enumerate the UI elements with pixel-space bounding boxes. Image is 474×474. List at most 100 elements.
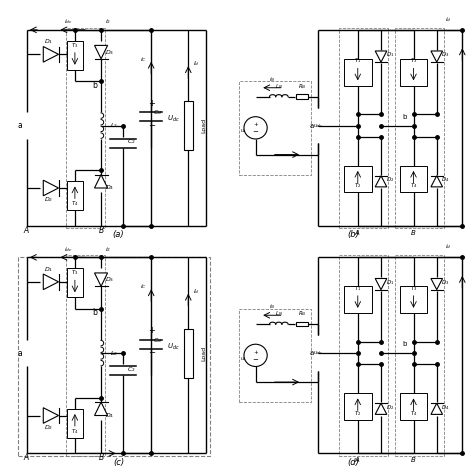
Bar	[67, 181, 82, 210]
Bar	[339, 255, 388, 456]
Bar	[344, 59, 372, 85]
Bar	[67, 409, 82, 438]
Text: $L_N$: $L_N$	[275, 82, 283, 91]
Text: $A$: $A$	[23, 224, 30, 235]
Bar	[66, 255, 105, 456]
Text: $i_2$: $i_2$	[105, 17, 110, 26]
Text: $D_3$: $D_3$	[441, 51, 450, 59]
Bar	[239, 81, 311, 174]
Polygon shape	[431, 176, 443, 187]
Text: $R_N$: $R_N$	[298, 309, 306, 318]
Bar	[395, 27, 444, 228]
Text: b: b	[402, 341, 407, 347]
Text: $U_{dc}$: $U_{dc}$	[166, 114, 180, 124]
Text: $D_3$: $D_3$	[105, 48, 115, 56]
Text: $T_3$: $T_3$	[410, 56, 417, 65]
Polygon shape	[375, 403, 387, 414]
Text: a: a	[310, 350, 314, 356]
Polygon shape	[43, 180, 59, 196]
Polygon shape	[375, 279, 387, 290]
Text: $T_2$: $T_2$	[354, 409, 362, 418]
Text: $T_3$: $T_3$	[71, 41, 78, 50]
Polygon shape	[431, 51, 443, 62]
Text: $T_3$: $T_3$	[71, 268, 78, 277]
Text: $U_{dc}$: $U_{dc}$	[166, 342, 180, 352]
Bar	[344, 393, 372, 420]
Text: $B$: $B$	[98, 451, 104, 462]
Text: $i_{dc}$: $i_{dc}$	[64, 245, 73, 254]
Bar	[400, 393, 428, 420]
Text: Load: Load	[201, 118, 206, 133]
Text: $C_d$: $C_d$	[154, 109, 163, 118]
Bar	[344, 166, 372, 192]
Text: $D_1$: $D_1$	[44, 264, 53, 273]
Text: (d): (d)	[347, 457, 359, 466]
Text: $C_d$: $C_d$	[154, 336, 163, 345]
Text: −: −	[148, 348, 155, 357]
Polygon shape	[94, 402, 108, 416]
Text: $i_N$: $i_N$	[269, 75, 275, 84]
Text: $i_N$: $i_N$	[269, 302, 275, 311]
Text: $D_4$: $D_4$	[105, 411, 115, 420]
Bar	[395, 255, 444, 456]
Text: $L_2$: $L_2$	[110, 349, 118, 357]
Text: $T_1$: $T_1$	[354, 56, 362, 65]
Bar	[67, 268, 82, 298]
Polygon shape	[94, 273, 108, 286]
Text: $D_3$: $D_3$	[441, 278, 450, 287]
Text: (c): (c)	[113, 457, 124, 466]
Polygon shape	[375, 51, 387, 62]
Circle shape	[244, 344, 267, 366]
Text: $D_4$: $D_4$	[441, 403, 450, 412]
Bar	[400, 166, 428, 192]
Polygon shape	[43, 274, 59, 290]
Text: $D_2$: $D_2$	[386, 175, 394, 184]
Text: a: a	[18, 121, 23, 130]
Text: $D_1$: $D_1$	[386, 51, 394, 59]
Text: $D_2$: $D_2$	[44, 195, 53, 204]
Text: −: −	[253, 357, 258, 363]
Text: $u_{ab}$: $u_{ab}$	[313, 122, 323, 129]
Polygon shape	[94, 46, 108, 59]
Text: $T_4$: $T_4$	[410, 182, 417, 190]
Text: $R_N$: $R_N$	[298, 82, 306, 91]
Circle shape	[244, 117, 267, 139]
Polygon shape	[431, 403, 443, 414]
Text: $D_2$: $D_2$	[44, 423, 53, 432]
Text: $u_N$: $u_N$	[240, 355, 248, 363]
Text: $i_2$: $i_2$	[105, 245, 110, 254]
Text: $B$: $B$	[410, 228, 417, 237]
Text: $u_{ab}$: $u_{ab}$	[313, 349, 323, 357]
Text: (b): (b)	[347, 230, 359, 239]
Polygon shape	[94, 174, 108, 188]
Text: b: b	[92, 308, 97, 317]
Text: $D_2$: $D_2$	[386, 403, 394, 412]
Text: $C_2$: $C_2$	[127, 365, 136, 374]
Text: b: b	[402, 114, 407, 120]
Text: $T_3$: $T_3$	[410, 284, 417, 293]
Text: $T_1$: $T_1$	[354, 284, 362, 293]
Text: $T_4$: $T_4$	[71, 199, 79, 208]
Text: $I_d$: $I_d$	[192, 59, 199, 68]
Text: +: +	[253, 122, 258, 127]
Text: $C_2$: $C_2$	[127, 137, 136, 146]
Bar	[184, 101, 192, 150]
Text: $A$: $A$	[355, 456, 361, 465]
Bar	[239, 309, 311, 402]
Text: $I_d$: $I_d$	[192, 287, 199, 296]
Text: $D_1$: $D_1$	[44, 37, 53, 46]
Text: $T_4$: $T_4$	[410, 409, 417, 418]
Bar	[67, 41, 82, 70]
Polygon shape	[375, 176, 387, 187]
Bar	[296, 322, 308, 327]
Text: $i_d$: $i_d$	[445, 242, 452, 251]
Text: $T_2$: $T_2$	[354, 182, 362, 190]
Text: $D_4$: $D_4$	[441, 175, 450, 184]
Polygon shape	[431, 279, 443, 290]
Text: b: b	[92, 81, 97, 90]
Bar	[400, 59, 428, 85]
Text: $B$: $B$	[410, 456, 417, 465]
Text: $D_3$: $D_3$	[105, 275, 115, 284]
Text: $D_4$: $D_4$	[105, 183, 115, 192]
Bar	[400, 286, 428, 313]
